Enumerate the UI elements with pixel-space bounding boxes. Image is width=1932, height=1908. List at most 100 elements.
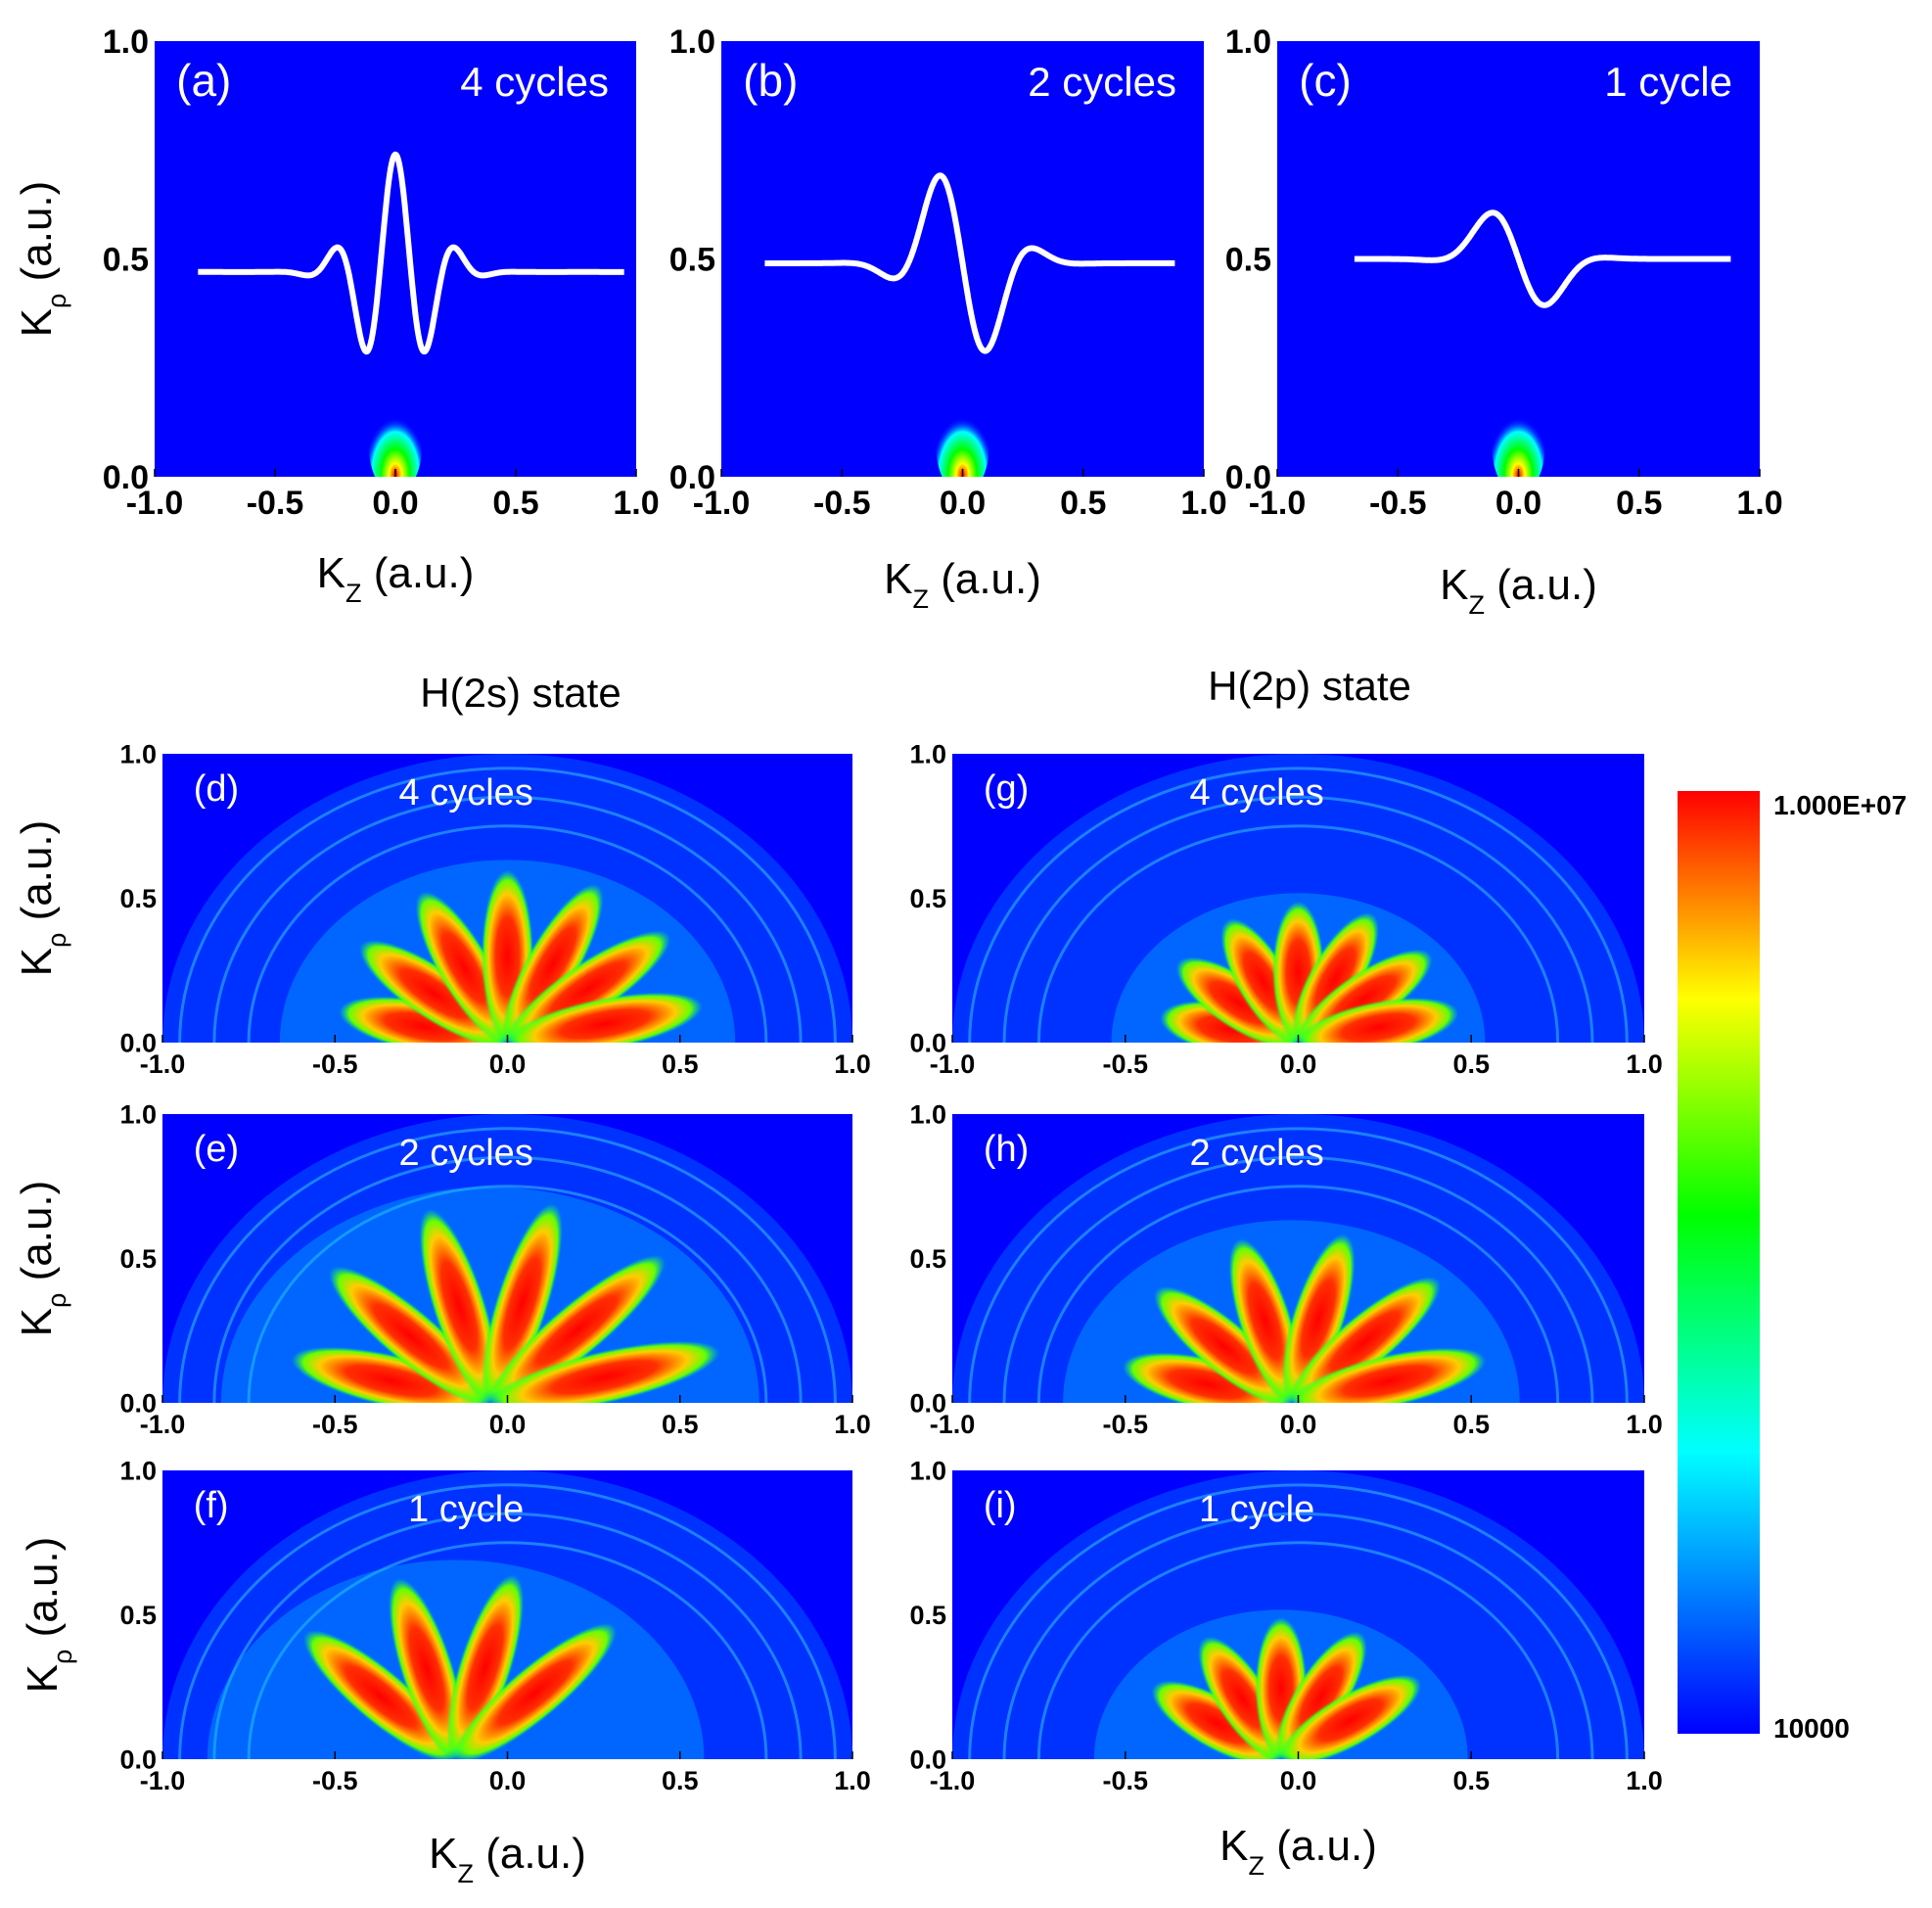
y-axis-title-d: Kρ (a.u.): [13, 820, 71, 977]
plot-content-g: [952, 754, 1644, 1043]
y-tick-label-a-1: 0.5: [103, 241, 149, 278]
y-tick-label-f-2: 1.0: [119, 1456, 157, 1485]
density-spot-c: [1492, 397, 1545, 477]
panel-i: -1.0 -0.5 0.0 0.5 1.0 0.0 0.5 1.0 (i) 1 cycle KZ (…: [909, 1456, 1663, 1881]
lobe-e-2: [419, 1209, 499, 1403]
momentum-ring-f-1: [212, 1512, 803, 1759]
lobe-g-6: [1298, 998, 1459, 1043]
panel-label-d: (d): [194, 768, 239, 810]
y-tick-label-i-1: 0.5: [909, 1601, 946, 1630]
y-axis-title-a: Kρ (a.u.): [13, 181, 71, 338]
x-tick-label-f-2: 0.0: [489, 1766, 527, 1795]
momentum-ring-e-1: [212, 1155, 803, 1403]
x-tick-label-h-2: 0.0: [1280, 1410, 1317, 1439]
panel-e: -1.0 -0.5 0.0 0.5 1.0 0.0 0.5 1.0 (e) 2 cycles Kρ …: [13, 1099, 871, 1439]
momentum-ring-d-1: [212, 795, 803, 1043]
panel-label-c: (c): [1299, 55, 1352, 106]
panel-label-e: (e): [194, 1129, 239, 1170]
x-tick-label-c-0: -1.0: [1249, 485, 1307, 522]
momentum-ring-i-2: [1036, 1541, 1560, 1759]
annotation-c: 1 cycle: [1604, 59, 1732, 105]
y-tick-label-e-1: 0.5: [119, 1244, 157, 1274]
annotation-e: 2 cycles: [399, 1133, 533, 1174]
plot-content-b: [762, 172, 1177, 477]
plot-content-h: [952, 1114, 1644, 1403]
panel-d: -1.0 -0.5 0.0 0.5 1.0 0.0 0.5 1.0 (d) 4 cycles Kρ …: [13, 739, 871, 1079]
x-tick-label-g-1: -0.5: [1102, 1049, 1148, 1079]
colorbar-min-label: 10000: [1773, 1713, 1850, 1744]
x-tick-label-c-4: 1.0: [1736, 485, 1782, 522]
lobe-e-0: [291, 1346, 491, 1403]
y-tick-label-f-0: 0.0: [119, 1745, 157, 1774]
plot-content-e: [162, 1114, 852, 1403]
annotation-d: 4 cycles: [399, 772, 533, 814]
x-axis-title-c: KZ (a.u.): [1440, 561, 1597, 620]
annotation-h: 2 cycles: [1189, 1133, 1323, 1174]
panel-c: -1.0 -0.5 0.0 0.5 1.0 0.0 0.5 1.0 (c) 1 cycle KZ (…: [1225, 23, 1783, 620]
lobe-h-3: [1281, 1233, 1356, 1403]
x-tick-label-d-2: 0.0: [489, 1049, 527, 1079]
y-tick-label-e-2: 1.0: [119, 1099, 157, 1129]
x-tick-label-b-2: 0.0: [940, 485, 986, 522]
lobe-f-3: [453, 1623, 617, 1759]
x-tick-label-h-3: 0.5: [1452, 1410, 1490, 1439]
lobe-d-4: [502, 884, 604, 1043]
x-axis-title-a: KZ (a.u.): [317, 549, 475, 608]
plot-content-a: [196, 151, 626, 477]
x-tick-label-c-2: 0.0: [1495, 485, 1541, 522]
lobe-i-4: [1279, 1674, 1422, 1759]
x-tick-label-g-2: 0.0: [1280, 1049, 1317, 1079]
panel-label-f: (f): [194, 1485, 229, 1526]
colorbar-max-label: 1.000E+07: [1773, 790, 1907, 820]
x-tick-label-i-4: 1.0: [1626, 1766, 1663, 1795]
y-tick-label-i-0: 0.0: [909, 1745, 946, 1774]
x-tick-label-g-3: 0.5: [1452, 1049, 1490, 1079]
y-tick-label-g-0: 0.0: [909, 1028, 946, 1057]
plot-content-i: [952, 1470, 1644, 1759]
annotation-f: 1 cycle: [408, 1489, 524, 1530]
y-tick-label-d-2: 1.0: [119, 739, 157, 768]
x-tick-label-i-0: -1.0: [930, 1766, 976, 1795]
y-tick-label-b-2: 1.0: [669, 23, 715, 61]
pulse-trace-b: [762, 172, 1177, 354]
momentum-ring-g-2: [1036, 824, 1560, 1043]
x-tick-label-e-1: -0.5: [312, 1410, 358, 1439]
x-tick-label-b-4: 1.0: [1180, 485, 1226, 522]
y-tick-label-d-0: 0.0: [119, 1028, 157, 1057]
plot-content-f: [162, 1470, 852, 1759]
state-2p-label: H(2p) state: [1208, 663, 1411, 709]
density-spot-a: [368, 397, 423, 477]
x-tick-label-e-2: 0.0: [489, 1410, 527, 1439]
lobe-e-1: [329, 1266, 492, 1403]
y-tick-label-h-2: 1.0: [909, 1099, 946, 1129]
x-tick-label-c-1: -0.5: [1369, 485, 1427, 522]
lobe-f-0: [303, 1630, 458, 1759]
annotation-i: 1 cycle: [1199, 1489, 1314, 1530]
lobe-e-5: [489, 1340, 720, 1403]
x-tick-label-c-3: 0.5: [1616, 485, 1662, 522]
y-axis-title-e: Kρ (a.u.): [13, 1181, 71, 1337]
state-2s-label: H(2s) state: [420, 670, 621, 716]
panel-f: -1.0 -0.5 0.0 0.5 1.0 0.0 0.5 1.0 (f) 1 cycle KZ (…: [19, 1456, 871, 1888]
x-tick-label-e-3: 0.5: [662, 1410, 699, 1439]
pulse-trace-a: [196, 151, 626, 355]
panel-label-g: (g): [984, 768, 1029, 810]
panel-h: -1.0 -0.5 0.0 0.5 1.0 0.0 0.5 1.0 (h) 2 cycles: [909, 1099, 1662, 1439]
lobe-h-1: [1154, 1286, 1294, 1403]
panel-b: -1.0 -0.5 0.0 0.5 1.0 0.0 0.5 1.0 (b) 2 cycles KZ …: [669, 23, 1227, 614]
x-tick-label-a-4: 1.0: [613, 485, 659, 522]
x-tick-label-b-1: -0.5: [813, 485, 871, 522]
x-tick-label-h-0: -1.0: [930, 1410, 976, 1439]
x-tick-label-a-2: 0.0: [372, 485, 418, 522]
x-tick-label-e-4: 1.0: [834, 1410, 871, 1439]
lobe-h-0: [1123, 1352, 1292, 1403]
y-tick-label-i-2: 1.0: [909, 1456, 946, 1485]
density-spot-b: [936, 397, 989, 477]
x-tick-label-b-0: -1.0: [693, 485, 751, 522]
plot-content-d: [162, 754, 852, 1043]
y-tick-label-f-1: 0.5: [119, 1601, 157, 1630]
x-tick-label-h-1: -0.5: [1102, 1410, 1148, 1439]
colorbar: [1678, 791, 1760, 1734]
y-tick-label-a-0: 0.0: [103, 459, 149, 496]
panel-label-h: (h): [984, 1129, 1029, 1170]
